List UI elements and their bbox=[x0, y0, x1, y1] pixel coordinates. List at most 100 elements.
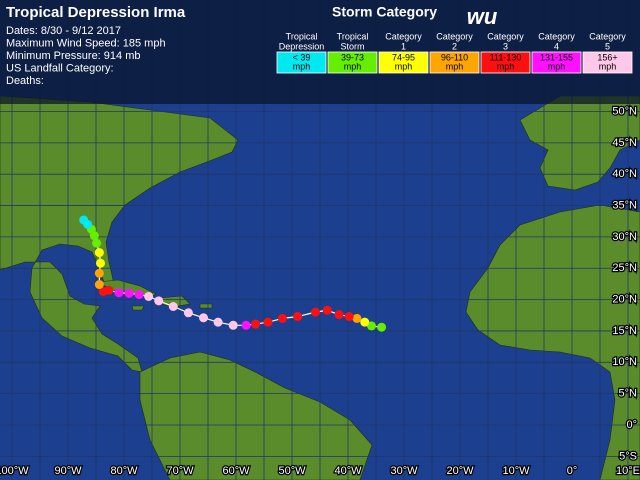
longitude-label: 90°W bbox=[54, 465, 82, 477]
legend-swatch bbox=[276, 51, 327, 74]
track-point bbox=[367, 321, 377, 331]
track-point bbox=[144, 291, 154, 301]
legend-swatch bbox=[531, 51, 582, 74]
track-point bbox=[94, 280, 104, 290]
legend-label: Category bbox=[385, 31, 422, 41]
longitude-label: 40°W bbox=[334, 465, 362, 477]
track-point bbox=[377, 322, 387, 332]
legend-swatch bbox=[378, 51, 429, 74]
longitude-label: 20°W bbox=[446, 465, 474, 477]
longitude-label: 30°W bbox=[390, 465, 418, 477]
latitude-label: 30°N bbox=[612, 231, 637, 243]
latitude-label: 40°N bbox=[612, 168, 637, 180]
legend-range: mph bbox=[548, 61, 566, 71]
latitude-label: 5°S bbox=[619, 450, 637, 462]
info-line: Dates: 8/30 - 9/12 2017 bbox=[6, 25, 121, 37]
legend-range: 111-130 bbox=[490, 52, 522, 62]
legend-range: 156+ bbox=[597, 52, 617, 62]
track-point bbox=[94, 248, 104, 258]
track-point bbox=[199, 313, 209, 323]
track-point bbox=[360, 317, 370, 327]
legend-range: < 39 bbox=[293, 52, 311, 62]
legend-label: Category bbox=[487, 31, 524, 41]
info-line: US Landfall Category: bbox=[6, 62, 114, 74]
legend-swatch bbox=[480, 51, 531, 74]
north-america bbox=[0, 95, 239, 373]
longitude-label: 80°W bbox=[110, 465, 138, 477]
track-point bbox=[94, 268, 104, 278]
track-point bbox=[213, 317, 223, 327]
title: Tropical Depression Irma bbox=[6, 4, 186, 21]
track-point bbox=[134, 290, 144, 300]
legend-range: mph bbox=[599, 61, 617, 71]
track-point bbox=[114, 288, 124, 298]
legend-range: 131-155 bbox=[540, 52, 573, 62]
legend-range: 96-110 bbox=[441, 52, 468, 62]
legend-swatch bbox=[429, 51, 480, 74]
track-point bbox=[154, 296, 164, 306]
latitude-label: 50°N bbox=[612, 105, 637, 117]
track-point bbox=[228, 320, 238, 330]
track-point bbox=[344, 312, 354, 322]
legend-title: Storm Category bbox=[332, 4, 437, 20]
legend-label: Tropical bbox=[286, 31, 318, 41]
longitude-label: 10°E bbox=[616, 465, 640, 477]
legend-label: 1 bbox=[401, 41, 406, 51]
latitude-label: 5°N bbox=[619, 388, 638, 400]
coordinate-labels: 50°N 45°N 40°N 35°N 30°N 25°N 20°N 15°N 10°N 5°N 0… bbox=[0, 104, 640, 478]
track-point bbox=[322, 305, 332, 315]
longitude-label: 70°W bbox=[166, 465, 194, 477]
legend-label: 4 bbox=[554, 41, 559, 51]
legend-swatch bbox=[582, 51, 633, 74]
latitude-label: 10°N bbox=[612, 356, 637, 368]
track-point bbox=[311, 307, 321, 317]
legend-label: 5 bbox=[605, 41, 610, 51]
track-point bbox=[352, 313, 362, 323]
track-point bbox=[124, 288, 134, 298]
legend-range: 39-73 bbox=[341, 52, 364, 62]
legend-range: mph bbox=[344, 61, 362, 71]
legend-label: 2 bbox=[452, 41, 457, 51]
logo: wu bbox=[467, 4, 498, 29]
legend-label: Depression bbox=[279, 41, 325, 51]
south-america bbox=[139, 351, 373, 480]
latitude-label: 0° bbox=[626, 419, 637, 431]
latitude-label: 25°N bbox=[612, 262, 637, 274]
longitude-label: 100°W bbox=[0, 465, 29, 477]
legend-range: mph bbox=[446, 61, 464, 71]
legend-label: Category bbox=[436, 31, 473, 41]
longitude-label: 0° bbox=[567, 465, 578, 477]
legend-label: 3 bbox=[503, 41, 508, 51]
track-point bbox=[98, 286, 108, 296]
latitude-label: 35°N bbox=[612, 199, 637, 211]
longitude-label: 10°W bbox=[502, 465, 530, 477]
puerto-rico bbox=[199, 303, 213, 309]
legend-label: Tropical bbox=[337, 31, 369, 41]
track-point bbox=[293, 312, 303, 322]
track-point bbox=[92, 238, 102, 248]
track-point bbox=[251, 319, 261, 329]
legend-range: mph bbox=[395, 61, 413, 71]
legend-label: Category bbox=[538, 31, 575, 41]
jamaica bbox=[131, 305, 145, 311]
track-point bbox=[95, 258, 105, 268]
legend-range: 74-95 bbox=[392, 52, 415, 62]
legend-swatch bbox=[327, 51, 378, 74]
legend-label: Storm bbox=[340, 41, 364, 51]
legend-range: mph bbox=[293, 61, 311, 71]
info-line: Minimum Pressure: 914 mb bbox=[6, 50, 141, 62]
latitude-label: 45°N bbox=[612, 137, 637, 149]
legend-range: mph bbox=[497, 61, 515, 71]
track-point bbox=[263, 317, 273, 327]
latitude-label: 15°N bbox=[612, 325, 637, 337]
track-point bbox=[79, 215, 89, 225]
info-line: Deaths: bbox=[6, 75, 44, 87]
track-point bbox=[168, 301, 178, 311]
longitude-label: 50°W bbox=[278, 465, 306, 477]
africa bbox=[465, 204, 640, 480]
track-point bbox=[277, 313, 287, 323]
info-line: Maximum Wind Speed: 185 mph bbox=[6, 37, 166, 49]
